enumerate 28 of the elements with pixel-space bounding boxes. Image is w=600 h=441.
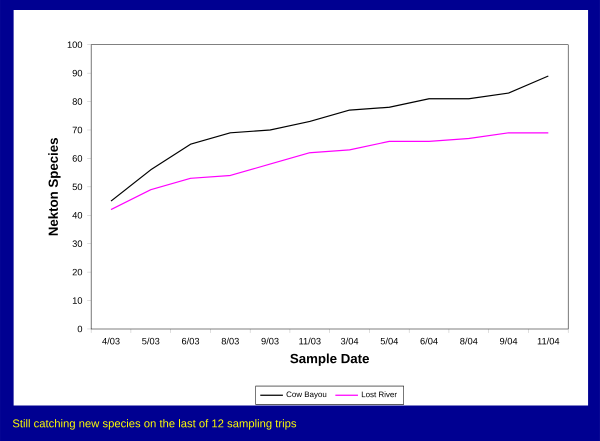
x-tick-label: 6/04 (420, 338, 438, 344)
y-tick-label: 10 (72, 297, 82, 304)
y-tick-label: 30 (72, 240, 82, 247)
y-tick-label: 40 (72, 212, 82, 218)
x-tick-label: 5/03 (142, 338, 160, 344)
y-tick-label: 0 (78, 326, 82, 332)
x-tick-label: 8/03 (222, 338, 239, 344)
x-tick-label: 4/03 (102, 338, 120, 344)
x-tick-label: 9/04 (500, 338, 518, 344)
line-series (110, 132, 549, 210)
y-axis-title: Nekton Species (48, 138, 61, 236)
x-tick-label: 6/03 (182, 338, 200, 344)
x-tick-label: 8/04 (460, 338, 478, 344)
y-tick-label: 90 (72, 70, 82, 76)
y-tick-label: 50 (72, 183, 82, 190)
y-tick-label: 100 (68, 41, 82, 48)
y-tick-label: 80 (72, 98, 82, 105)
y-tick-label: 70 (72, 126, 82, 134)
x-tick-label: 11/04 (538, 338, 560, 344)
y-tick-label: 60 (72, 155, 82, 162)
text: Still catching new species on the last of 12 sampling trips (12, 418, 296, 430)
x-axis-title: Sample Date (290, 353, 369, 366)
y-tick-label: 20 (72, 268, 82, 276)
line-series (110, 75, 549, 202)
x-tick-label: 3/04 (340, 338, 358, 344)
x-tick-label: 5/04 (380, 338, 398, 344)
x-tick-label: 11/03 (299, 338, 321, 344)
x-tick-label: 9/03 (261, 338, 279, 344)
